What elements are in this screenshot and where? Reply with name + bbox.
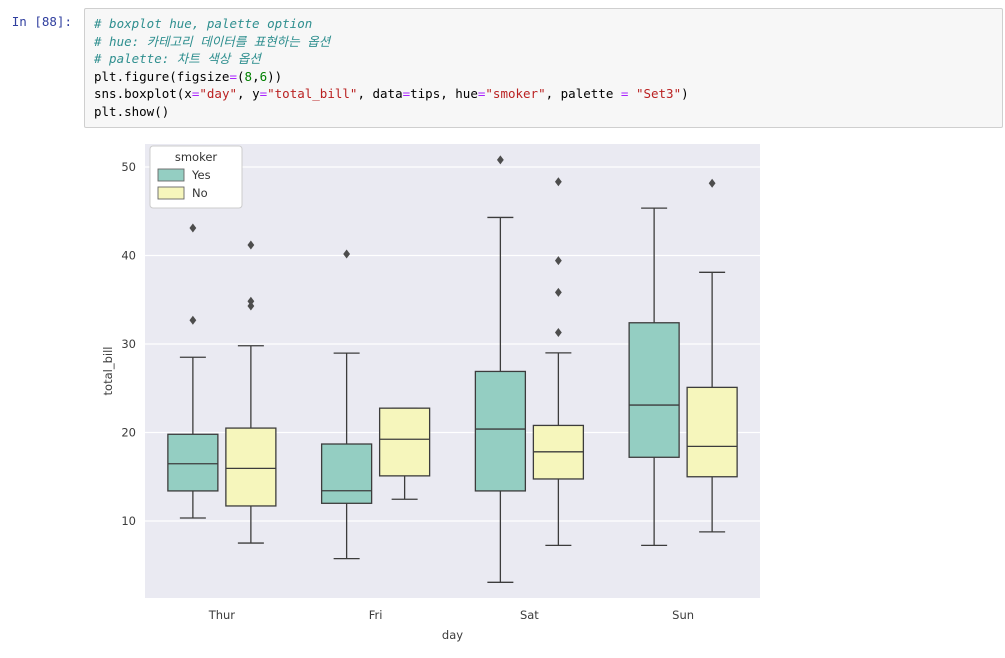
legend-swatch-yes (157, 168, 185, 182)
x-axis-label: day (442, 628, 463, 642)
y-tick-label: 50 (121, 160, 136, 174)
iqr-box (628, 322, 680, 458)
code-line: plt.figure(figsize=(8,6)) (94, 68, 993, 86)
legend: smoker Yes No (149, 145, 243, 209)
iqr-box (225, 427, 277, 507)
outlier-marker (496, 155, 504, 165)
x-tick-label: Thur (208, 608, 236, 622)
outlier-marker (554, 177, 562, 187)
outlier-marker (708, 178, 716, 188)
outlier-marker (554, 328, 562, 338)
code-token-code: tips, hue (410, 86, 478, 102)
code-token-code (628, 86, 636, 101)
legend-swatch-no (157, 186, 185, 200)
code-token-number: 6 (259, 68, 268, 84)
box-sat-yes (474, 155, 527, 583)
code-line: # boxplot hue, palette option (94, 15, 993, 33)
code-token-string: "total_bill" (267, 86, 358, 102)
code-token-code: plt.figure(figsize (94, 68, 230, 84)
y-tick-label: 20 (121, 426, 136, 440)
code-token-code: , data (357, 86, 403, 102)
code-token-comment: # hue: 카테고리 데이터를 표현하는 옵션 (94, 33, 331, 49)
box-thur-no (225, 240, 277, 544)
code-line: # hue: 카테고리 데이터를 표현하는 옵션 (94, 33, 993, 51)
outlier-marker (554, 256, 562, 266)
boxplot-figure: 10 20 30 40 50 Thur Fri Sat Sun day total_bill smok… (101, 144, 760, 642)
iqr-box (378, 407, 431, 477)
iqr-box (474, 370, 527, 492)
box-sat-no (532, 177, 585, 546)
box-fri-no (378, 407, 431, 500)
code-token-code: , y (237, 86, 260, 102)
code-token-code: , (252, 68, 260, 84)
input-prompt: In [88]: (11, 14, 72, 29)
code-token-op: = (477, 86, 486, 102)
iqr-box (320, 443, 373, 504)
box-sun-no (686, 178, 738, 533)
outlier-marker (247, 296, 255, 306)
code-token-comment: # boxplot hue, palette option (94, 16, 313, 31)
cell-output-area: 10 20 30 40 50 Thur Fri Sat Sun day total_bill smok… (100, 138, 810, 658)
code-token-op: = (191, 86, 200, 102)
x-tick-label: Sat (520, 608, 539, 622)
code-token-code: ) (681, 86, 689, 102)
code-token-code: ( (237, 68, 245, 84)
iqr-box (167, 433, 219, 492)
code-token-code: )) (267, 68, 283, 84)
code-token-comment: # palette: 차트 색상 옵션 (94, 51, 261, 67)
code-block[interactable]: # boxplot hue, palette option # hue: 카테고리… (94, 15, 993, 121)
notebook-code-cell: In [88]: # boxplot hue, palette option # … (0, 8, 1003, 128)
code-token-string: "Set3" (635, 86, 682, 102)
legend-title: smoker (175, 150, 218, 164)
code-token-op: = (402, 86, 411, 102)
legend-label-yes: Yes (191, 168, 211, 182)
box-thur-yes (167, 223, 219, 519)
code-token-string: "day" (199, 86, 238, 102)
legend-label-no: No (192, 186, 208, 200)
iqr-box (686, 386, 738, 478)
box-fri-yes (320, 249, 373, 560)
outlier-marker (189, 315, 197, 325)
code-token-code: sns.boxplot(x (94, 86, 192, 102)
box-sun-yes (628, 207, 680, 546)
code-token-string: "smoker" (485, 86, 546, 102)
code-token-number: 8 (244, 68, 253, 84)
code-line: plt.show() (94, 103, 993, 121)
outlier-marker (189, 223, 197, 233)
y-tick-label: 40 (121, 249, 136, 263)
x-tick-label: Fri (369, 608, 383, 622)
code-line: # palette: 차트 색상 옵션 (94, 50, 993, 68)
outlier-marker (247, 240, 255, 250)
outlier-marker (554, 287, 562, 297)
y-tick-label: 10 (121, 514, 136, 528)
code-token-code: , palette (545, 86, 621, 102)
code-token-op: = (259, 86, 268, 102)
y-tick-label: 30 (121, 337, 136, 351)
outlier-marker (247, 301, 255, 311)
code-token-op: = (229, 68, 237, 84)
code-token-op: = (620, 86, 629, 102)
code-token-code: plt.show() (94, 103, 170, 119)
x-tick-label: Sun (672, 608, 694, 622)
code-line: sns.boxplot(x="day", y="total_bill", dat… (94, 85, 993, 103)
y-axis-label: total_bill (101, 347, 115, 396)
code-input-area[interactable]: # boxplot hue, palette option # hue: 카테고리… (84, 8, 1003, 128)
